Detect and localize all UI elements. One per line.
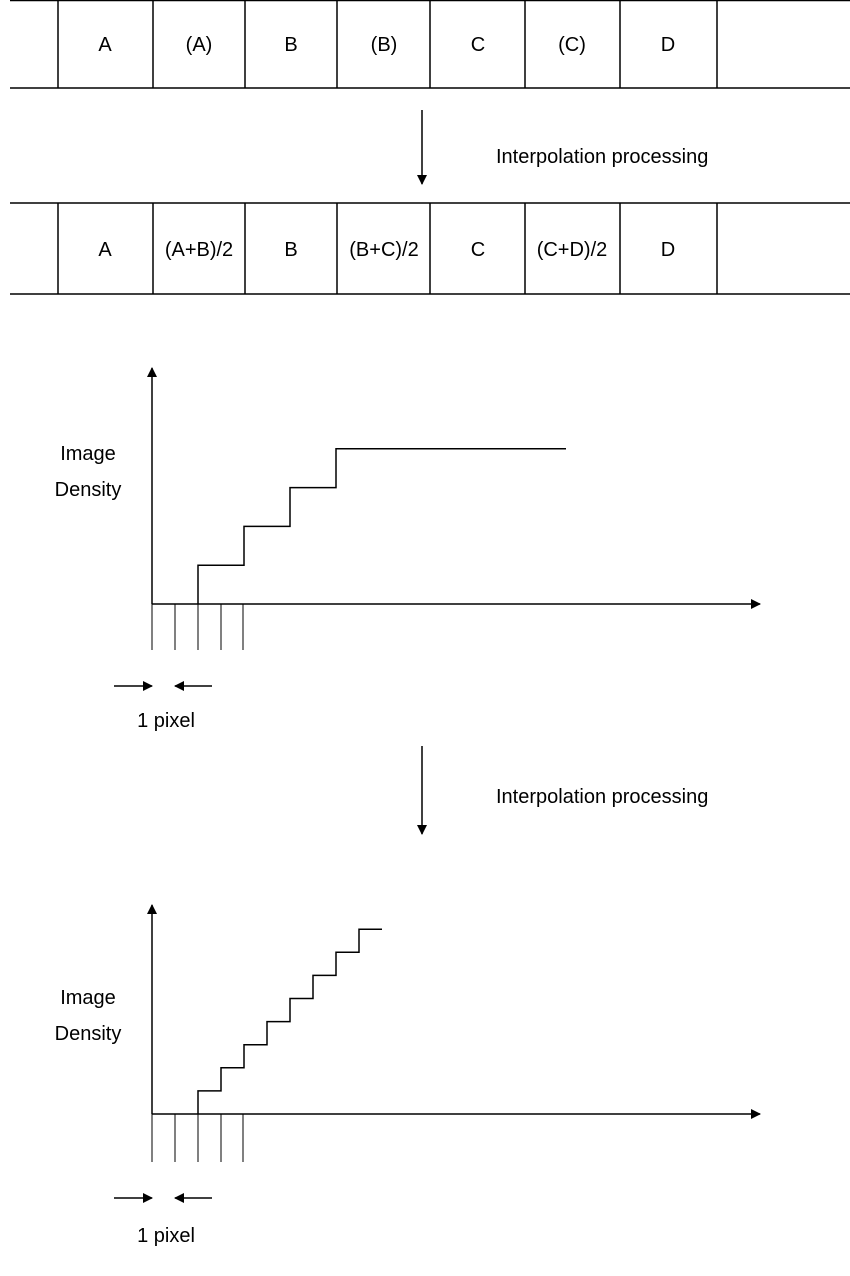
density-step-curve — [197, 448, 566, 604]
row-before-cell: (A) — [186, 34, 213, 56]
row-before-cell: (B) — [371, 34, 398, 56]
y-axis-label-line1: Image — [60, 443, 116, 465]
y-axis-label-line2: Density — [55, 1023, 122, 1045]
row-after: A (A+B)/2 B (B+C)/2 C (C+D)/2 D — [10, 202, 850, 295]
row-before-cell: A — [98, 34, 112, 56]
row-after-cell: (B+C)/2 — [349, 239, 418, 261]
arrow-label-middle: Interpolation processing — [496, 786, 708, 808]
row-after-cell: A — [98, 239, 112, 261]
row-before-cell: (C) — [558, 34, 586, 56]
pixel-label: 1 pixel — [137, 710, 195, 732]
graph-top: Image Density 1 pixel — [55, 367, 761, 732]
row-before-cell: D — [661, 34, 675, 56]
arrow-label-top: Interpolation processing — [496, 146, 708, 168]
graph-bottom: Image Density 1 pixel — [55, 904, 761, 1247]
row-after-cell: D — [661, 239, 675, 261]
density-step-curve — [197, 928, 382, 1114]
row-after-cell: (A+B)/2 — [165, 239, 233, 261]
row-after-cell: C — [471, 239, 485, 261]
pixel-label: 1 pixel — [137, 1225, 195, 1247]
row-before-cell: B — [284, 34, 297, 56]
row-after-cell: B — [284, 239, 297, 261]
y-axis-label-line1: Image — [60, 987, 116, 1009]
row-after-cell: (C+D)/2 — [537, 239, 608, 261]
row-before: A (A) B (B) C (C) D — [10, 0, 850, 89]
row-before-cell: C — [471, 34, 485, 56]
y-axis-label-line2: Density — [55, 479, 122, 501]
